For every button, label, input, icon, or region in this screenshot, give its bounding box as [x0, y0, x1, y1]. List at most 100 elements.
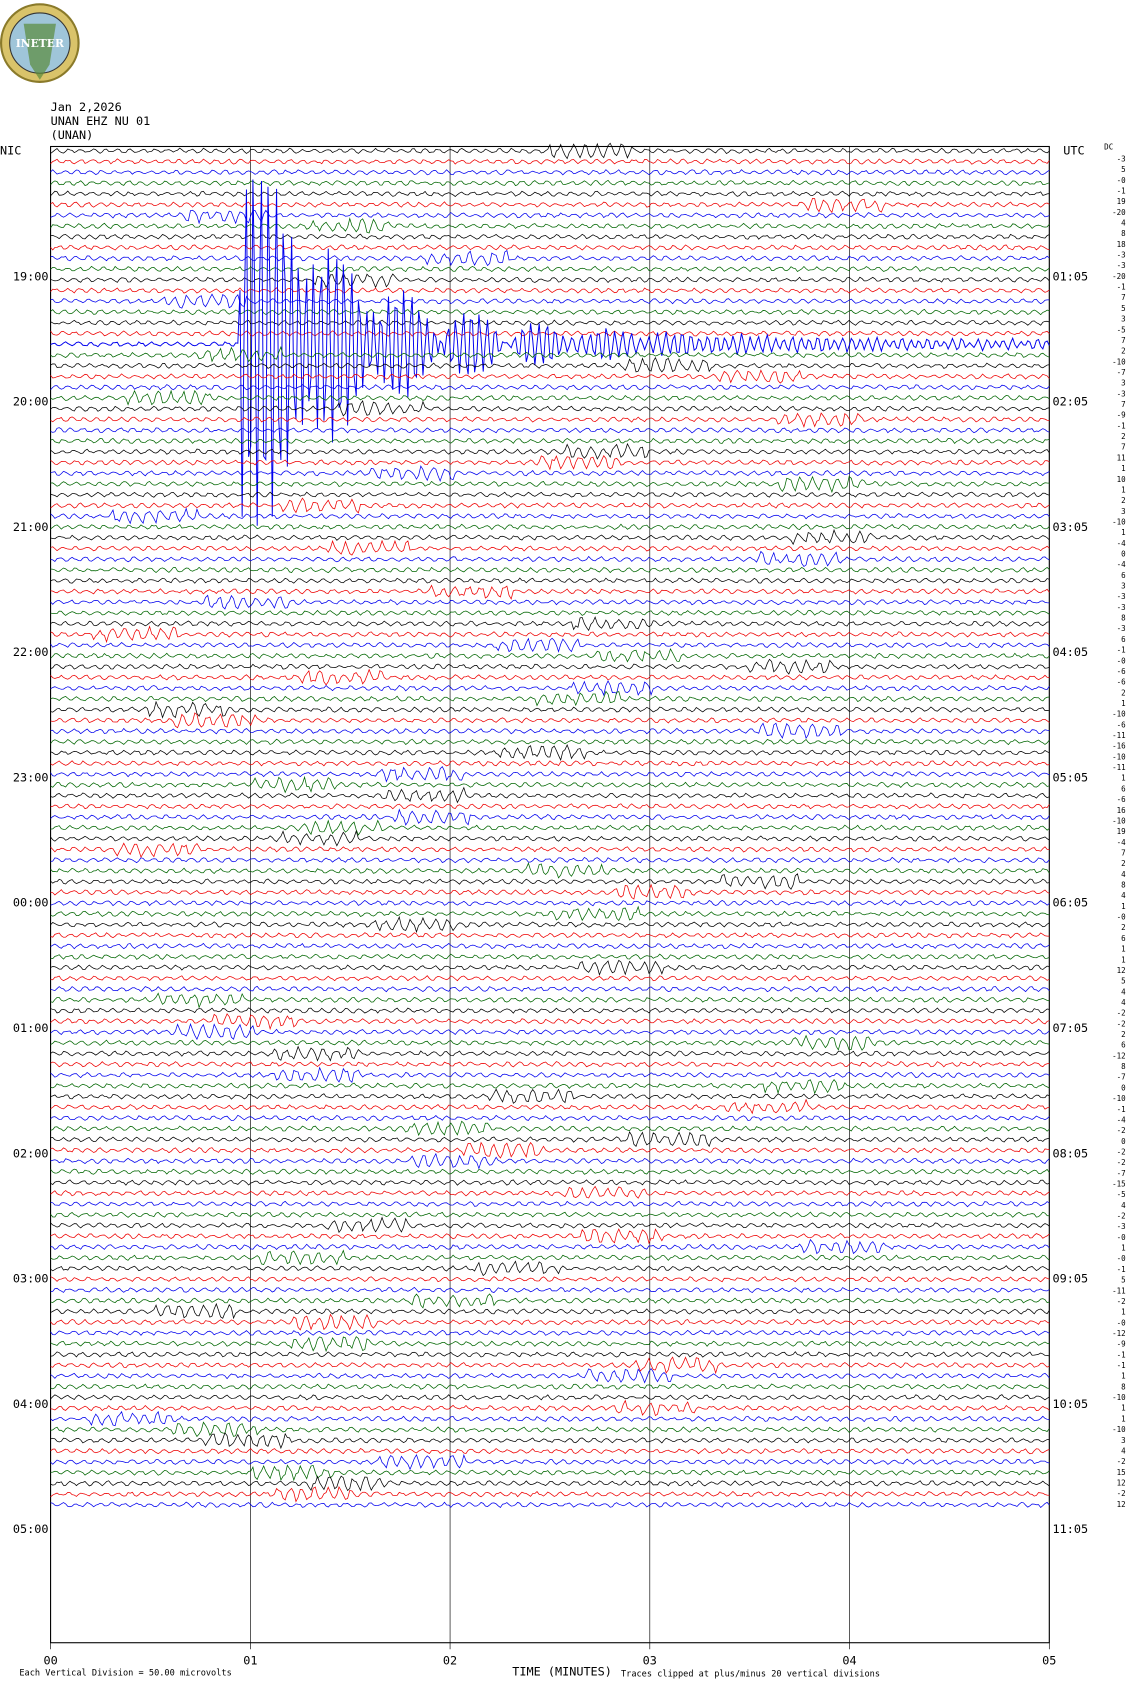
dc-offset: 5	[1121, 165, 1126, 174]
hour-label: 04:00	[13, 1397, 49, 1411]
trace	[50, 1200, 1050, 1208]
trace	[50, 265, 1050, 273]
dc-offset: 1	[1121, 955, 1126, 964]
trace	[50, 1501, 1050, 1508]
dc-offset: 3	[1121, 379, 1126, 388]
dc-offset: -3	[1117, 389, 1126, 398]
dc-offset: -4	[1117, 1115, 1127, 1124]
dc-offset: 15	[1117, 1468, 1126, 1477]
dc-offset: 1	[1121, 464, 1126, 473]
dc-offset: 2	[1121, 688, 1126, 697]
trace	[50, 1399, 1050, 1417]
dc-offset: -6	[1117, 667, 1127, 676]
dc-offset: 2	[1121, 859, 1126, 868]
x-tick-label: 00	[43, 1654, 57, 1668]
trace	[50, 1022, 1050, 1041]
dc-offset: -2	[1117, 1019, 1126, 1028]
dc-offset: -12	[1112, 1051, 1126, 1060]
utc-label: 02:05	[1053, 395, 1089, 409]
dc-offset: 7	[1121, 336, 1126, 345]
trace	[50, 190, 1050, 197]
dc-offset: -16	[1112, 742, 1126, 751]
dc-offset: -7	[1117, 1169, 1126, 1178]
logo-text: INETER	[16, 37, 64, 50]
trace	[50, 400, 1050, 417]
trace	[50, 1448, 1050, 1455]
trace	[50, 389, 1050, 406]
trace	[50, 1168, 1050, 1175]
plot-frame	[50, 145, 1050, 1644]
dc-offset: -0	[1117, 1254, 1127, 1263]
trace	[50, 722, 1050, 740]
dc-offset: 2	[1121, 1030, 1126, 1039]
dc-offset: 16	[1117, 806, 1127, 815]
hour-label: 03:00	[13, 1272, 49, 1286]
dc-offset: -6	[1117, 795, 1127, 804]
dc-offset: 8	[1121, 1382, 1126, 1391]
dc-offset: -2	[1117, 1457, 1126, 1466]
dc-offset: 6	[1121, 784, 1126, 793]
trace	[50, 766, 1050, 783]
trace	[50, 1238, 1050, 1255]
dc-offset: 10	[1117, 475, 1127, 484]
dc-offset: -3	[1117, 624, 1126, 633]
trace	[50, 1131, 1050, 1148]
dc-offset: 5	[1121, 1276, 1126, 1285]
logo-map	[23, 23, 56, 80]
trace	[50, 760, 1050, 767]
dc-offset: -5	[1117, 325, 1126, 334]
trace	[50, 1007, 1050, 1014]
trace	[50, 319, 1050, 326]
dc-offset: -2	[1117, 1158, 1126, 1167]
trace	[50, 658, 1050, 675]
dc-offset: -2	[1117, 1297, 1126, 1306]
dc-offset: 3	[1121, 1436, 1126, 1445]
trace	[50, 1260, 1050, 1277]
trace	[50, 198, 1050, 214]
dc-title: DC	[1104, 143, 1113, 152]
dc-offset: 7	[1121, 848, 1126, 857]
trace	[50, 915, 1050, 934]
utc-label: 06:05	[1053, 896, 1089, 910]
trace	[50, 1216, 1050, 1234]
dc-offset: -7	[1117, 368, 1126, 377]
trace	[50, 550, 1050, 568]
trace	[50, 744, 1050, 762]
dc-offset: 1	[1121, 1414, 1126, 1423]
dc-offset: 2	[1121, 347, 1126, 356]
trace	[50, 308, 1050, 316]
dc-offset: -2	[1117, 1009, 1126, 1018]
dc-offset: 7	[1121, 400, 1126, 409]
dc-offset: -0	[1117, 656, 1127, 665]
dc-offset: -3	[1117, 154, 1126, 163]
dc-offset: -1	[1117, 186, 1127, 195]
trace	[50, 738, 1050, 746]
hour-label: 22:00	[13, 645, 49, 659]
trace	[50, 1276, 1050, 1283]
dc-offset: 1	[1121, 1404, 1126, 1413]
trace	[50, 233, 1050, 240]
trace	[50, 465, 1050, 483]
dc-offset: -0	[1117, 1233, 1127, 1242]
trace	[50, 1114, 1050, 1122]
dc-offset: 2	[1121, 432, 1126, 441]
trace	[50, 437, 1050, 445]
trace	[50, 775, 1050, 794]
dc-offset: 6	[1121, 934, 1126, 943]
trace	[50, 584, 1050, 600]
trace	[50, 179, 1050, 187]
trace	[50, 942, 1050, 950]
trace	[50, 1313, 1050, 1331]
trace	[50, 293, 1050, 309]
trace	[50, 412, 1050, 428]
trace	[50, 1079, 1050, 1095]
dc-offset: -3	[1117, 603, 1126, 612]
trace	[50, 1329, 1050, 1337]
trace	[50, 345, 1050, 363]
utc-label: 03:05	[1053, 520, 1089, 534]
trace	[50, 1351, 1050, 1358]
dc-offset: -0	[1117, 176, 1127, 185]
dc-offset: -3	[1117, 251, 1126, 260]
dc-offset: 19	[1117, 197, 1127, 206]
x-tick-label: 01	[243, 1654, 257, 1668]
